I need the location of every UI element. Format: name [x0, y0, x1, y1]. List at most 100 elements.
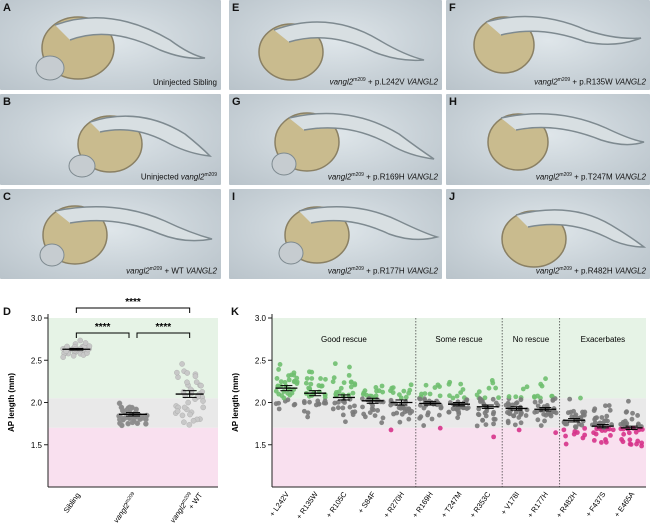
data-point — [341, 380, 347, 386]
data-point — [347, 396, 353, 402]
data-point — [429, 416, 435, 422]
data-point — [621, 431, 627, 437]
data-point — [633, 429, 639, 435]
data-point — [306, 385, 312, 391]
data-point — [491, 434, 497, 440]
data-point — [591, 437, 597, 443]
data-point — [437, 425, 443, 431]
data-point — [406, 416, 412, 422]
data-point — [294, 379, 300, 385]
data-point — [421, 405, 427, 411]
data-point — [389, 385, 395, 391]
data-point — [591, 430, 597, 436]
data-point — [538, 381, 544, 387]
data-point — [360, 404, 365, 410]
panel-F: F vangl2m209 + p.R135W VANGL2 — [446, 0, 650, 90]
data-point — [604, 413, 610, 419]
data-point — [403, 394, 409, 400]
data-point — [427, 391, 433, 397]
data-point — [455, 415, 461, 421]
y-tick-label: 2.5 — [31, 356, 43, 365]
data-point — [454, 393, 460, 399]
data-point — [634, 441, 639, 447]
data-point — [332, 361, 338, 367]
x-tick-label: vangl2m209 — [111, 491, 138, 525]
chart-k: 1.5 2.0 2.5 3.0 AP length (mm) Good rescue Som… — [231, 314, 646, 521]
panel-caption: vangl2m209 + p.R135W VANGL2 — [534, 77, 646, 87]
data-point — [305, 414, 311, 420]
panel-caption: vangl2m209 + p.R177H VANGL2 — [327, 266, 438, 276]
data-point — [592, 406, 598, 412]
zone-pink — [272, 427, 646, 487]
data-point — [636, 421, 641, 427]
data-point — [362, 414, 368, 420]
data-point — [408, 382, 414, 388]
y-axis-label: AP length (mm) — [231, 373, 240, 432]
data-point — [396, 392, 402, 398]
y-tick-label: 2.5 — [255, 356, 267, 365]
data-point — [179, 412, 186, 419]
data-point — [380, 415, 386, 421]
data-point — [543, 412, 549, 418]
x-tick-label: + R105C — [324, 490, 349, 520]
x-tick-label: + T247M — [439, 490, 463, 519]
data-point — [450, 406, 456, 412]
data-point — [542, 418, 547, 424]
panel-letter: C — [3, 191, 11, 203]
data-point — [621, 421, 627, 427]
data-point — [562, 420, 568, 426]
data-point — [606, 403, 612, 408]
panel-letter: F — [449, 2, 456, 14]
data-point — [620, 439, 626, 445]
data-point — [450, 395, 456, 401]
data-point — [417, 396, 423, 402]
data-point — [446, 409, 452, 415]
data-point — [608, 432, 613, 438]
data-point — [64, 343, 70, 350]
data-point — [82, 340, 89, 346]
data-point — [532, 399, 538, 405]
data-point — [375, 408, 381, 413]
data-point — [335, 405, 341, 411]
data-point — [282, 379, 288, 385]
data-point — [580, 435, 586, 441]
data-point — [388, 427, 394, 433]
data-point — [516, 427, 522, 433]
data-point — [538, 399, 543, 404]
data-point — [281, 395, 287, 401]
data-point — [278, 379, 284, 385]
data-point — [573, 425, 579, 430]
data-point — [513, 409, 519, 415]
data-point — [304, 376, 310, 381]
data-point — [200, 404, 206, 411]
x-tick-label: + S84F — [356, 490, 378, 515]
data-point — [458, 381, 464, 387]
data-point — [531, 394, 537, 399]
data-point — [323, 376, 328, 382]
data-point — [535, 417, 541, 423]
data-point — [523, 413, 529, 418]
data-point — [599, 415, 605, 420]
data-point — [333, 390, 339, 395]
embryo-image — [487, 113, 645, 171]
data-point — [301, 408, 307, 414]
panel-letter: A — [3, 2, 11, 14]
data-point — [316, 383, 322, 388]
data-point — [185, 399, 191, 406]
data-point — [628, 442, 634, 447]
data-point — [506, 405, 512, 410]
data-point — [276, 367, 282, 372]
data-point — [535, 403, 541, 409]
data-point — [598, 440, 604, 445]
data-point — [338, 385, 344, 391]
data-point — [607, 407, 613, 413]
data-point — [518, 420, 524, 426]
data-point — [491, 421, 496, 427]
data-point — [193, 379, 200, 385]
data-point — [482, 395, 488, 401]
data-point — [360, 396, 365, 402]
data-point — [370, 403, 375, 409]
data-point — [435, 382, 441, 388]
group-label: Some rescue — [435, 335, 483, 344]
embryo-image — [68, 115, 213, 178]
